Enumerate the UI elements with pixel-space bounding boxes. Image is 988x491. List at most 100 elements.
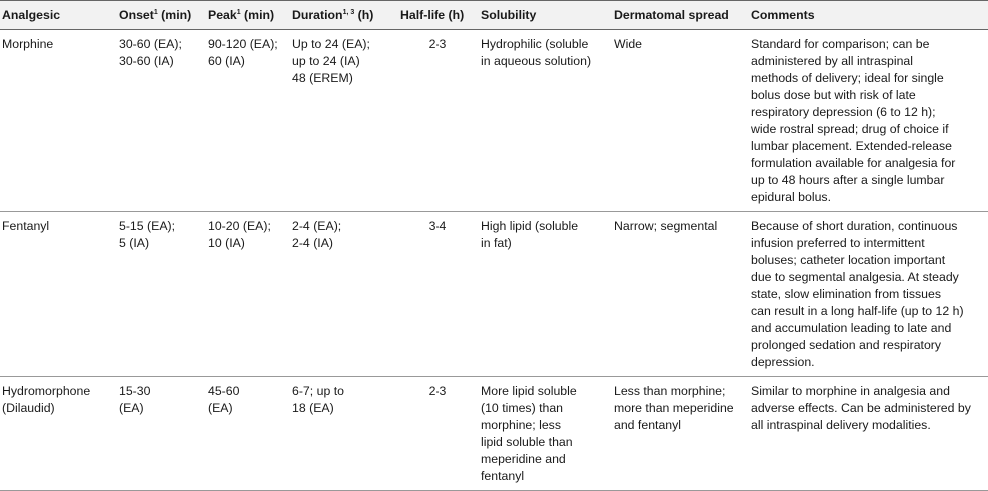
cell-line: 2-4 (EA); [292,219,342,233]
cell-solubility: High lipid (soluble in fat) [481,211,614,377]
cell-analgesic: Hydromorphone (Dilaudid) [0,376,119,491]
cell-line: prolonged sedation and respiratory [751,338,942,352]
cell-line: 90-120 (EA); [208,37,278,51]
table-row: Morphine 30-60 (EA); 30-60 (IA) 90-120 (EA)… [0,29,988,212]
cell-text: 3-4 [428,219,447,233]
cell-line: Hydromorphone [2,384,91,398]
cell-solubility: More lipid soluble (10 times) than morphin… [481,376,614,491]
cell-line: (Dilaudid) [2,401,55,415]
cell-line: wide rostral spread; drug of choice if [751,122,949,136]
cell-line: meperidine and [481,452,566,466]
cell-duration: Up to 24 (EA); up to 24 (IA) 48 (EREM) [292,29,400,212]
header-peak: Peak1 (min) [208,0,292,30]
cell-line: 18 (EA) [292,401,334,415]
cell-line: 15-30 [119,384,151,398]
header-solubility: Solubility [481,0,614,30]
header-analgesic: Analgesic [0,0,119,30]
cell-peak: 45-60 (EA) [208,376,292,491]
cell-duration: 2-4 (EA); 2-4 (IA) [292,211,400,377]
cell-line: respiratory depression (6 to 12 h); [751,105,936,119]
header-onset: Onset1 (min) [119,0,208,30]
cell-line: 2-4 (IA) [292,236,333,250]
cell-line: (EA) [119,401,144,415]
cell-line: morphine; less [481,418,561,432]
cell-line: Hydrophilic (soluble [481,37,589,51]
cell-comments: Standard for comparison; can be administe… [751,29,988,212]
footnote-marker: 1 [236,8,241,16]
cell-line: 5-15 (EA); [119,219,176,233]
cell-line: 5 (IA) [119,236,150,250]
cell-line: in aqueous solution) [481,54,592,68]
cell-line: More lipid soluble [481,384,577,398]
cell-line: in fat) [481,236,512,250]
cell-duration: 6-7; up to 18 (EA) [292,376,400,491]
cell-line: 10-20 (EA); [208,219,271,233]
cell-line: all intraspinal delivery modalities. [751,418,931,432]
table-row: Fentanyl 5-15 (EA); 5 (IA) 10-20 (EA); 10 (I… [0,211,988,377]
cell-line: Morphine [2,37,54,51]
cell-spread: Narrow; segmental [614,211,751,377]
cell-analgesic: Morphine [0,29,119,212]
cell-line: (10 times) than [481,401,564,415]
header-duration: Duration1, 3 (h) [292,0,400,30]
cell-line: more than meperidine [614,401,734,415]
cell-line: 6-7; up to [292,384,344,398]
cell-line: High lipid (soluble [481,219,579,233]
cell-line: 30-60 (IA) [119,54,174,68]
cell-halflife: 3-4 [400,211,481,377]
cell-halflife: 2-3 [400,29,481,212]
cell-peak: 90-120 (EA); 60 (IA) [208,29,292,212]
cell-comments: Because of short duration, continuous inf… [751,211,988,377]
cell-line: state, slow elimination from tissues [751,287,941,301]
cell-line: formulation available for analgesia for [751,156,956,170]
cell-line: Less than morphine; [614,384,726,398]
cell-line: Standard for comparison; can be [751,37,930,51]
cell-line: depression. [751,355,815,369]
cell-line: Because of short duration, continuous [751,219,958,233]
cell-line: methods of delivery; ideal for single [751,71,944,85]
cell-line: Wide [614,37,643,51]
cell-line: 60 (IA) [208,54,245,68]
cell-line: due to segmental analgesia. At steady [751,270,959,284]
footnote-marker: 1 [153,8,158,16]
cell-line: adverse effects. Can be administered by [751,401,971,415]
cell-comments: Similar to morphine in analgesia and adve… [751,376,988,491]
cell-line: lumbar placement. Extended-release [751,139,952,153]
cell-line: fentanyl [481,469,525,483]
table-row: Hydromorphone (Dilaudid) 15-30 (EA) 45-60 (EA… [0,376,988,491]
cell-line: epidural bolus. [751,190,831,204]
cell-onset: 15-30 (EA) [119,376,208,491]
cell-line: (EA) [208,401,233,415]
cell-line: Narrow; segmental [614,219,718,233]
table-header: Analgesic Onset1 (min) Peak1 (min) Durat… [0,0,988,30]
cell-onset: 30-60 (EA); 30-60 (IA) [119,29,208,212]
cell-text: 2-3 [428,37,447,51]
footnote-marker: 1, 3 [342,8,355,16]
cell-line: Up to 24 (EA); [292,37,370,51]
cell-line: up to 24 (IA) [292,54,360,68]
cell-line: boluses; catheter location important [751,253,946,267]
cell-line: and fentanyl [614,418,682,432]
cell-line: administered by all intraspinal [751,54,913,68]
cell-line: Fentanyl [2,219,50,233]
cell-peak: 10-20 (EA); 10 (IA) [208,211,292,377]
header-halflife: Half-life (h) [400,0,481,30]
cell-line: 48 (EREM) [292,71,353,85]
cell-line: up to 48 hours after a single lumbar [751,173,945,187]
cell-line: lipid soluble than [481,435,573,449]
cell-text: 2-3 [428,384,447,398]
cell-line: 45-60 [208,384,240,398]
cell-line: infusion preferred to intermittent [751,236,925,250]
cell-line: Similar to morphine in analgesia and [751,384,950,398]
cell-spread: Less than morphine; more than meperidine a… [614,376,751,491]
cell-halflife: 2-3 [400,376,481,491]
cell-line: 30-60 (EA); [119,37,182,51]
header-spread: Dermatomal spread [614,0,751,30]
cell-spread: Wide [614,29,751,212]
cell-line: bolus dose but with risk of late [751,88,916,102]
cell-line: 10 (IA) [208,236,245,250]
cell-analgesic: Fentanyl [0,211,119,377]
cell-line: and accumulation leading to late and [751,321,952,335]
table-body: Morphine 30-60 (EA); 30-60 (IA) 90-120 (EA)… [0,29,988,491]
